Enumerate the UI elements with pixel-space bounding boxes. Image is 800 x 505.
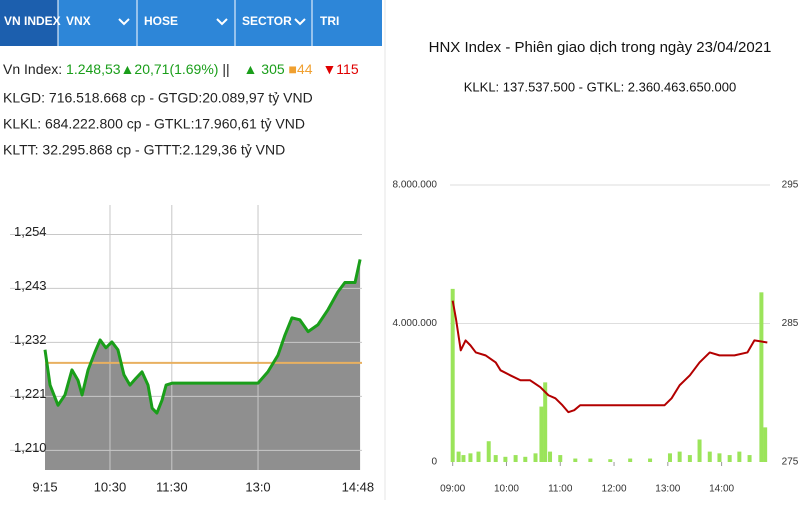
y-tick-label: 8.000.000 [393,180,438,191]
info-line: KLKL: 684.222.800 cp - GTKL:17.960,61 tỷ… [3,116,305,132]
volume-bar [687,455,692,462]
volume-bar [539,406,544,462]
volume-bar [461,455,466,462]
volume-bar [456,451,461,462]
tab[interactable]: VNX [66,14,91,28]
y-tick-label: 1,210 [14,440,47,455]
area [45,259,361,470]
chart-subtitle: KLKL: 137.537.500 - GTKL: 2.360.463.650.… [464,79,737,94]
volume-bar [558,455,563,462]
volume-bar [533,453,538,462]
x-tick-label: 10:30 [94,479,127,494]
y-tick-label: 1,254 [14,224,47,239]
volume-bar [628,458,633,462]
tab-bar [0,0,382,46]
x-tick-label: 11:00 [548,484,573,495]
volume-bar [717,453,722,462]
x-tick-label: 14:48 [342,479,375,494]
volume-bar [667,453,672,462]
volume-bar [493,455,498,462]
chart-title: HNX Index - Phiên giao dịch trong ngày 2… [429,39,772,56]
volume-bar [727,455,732,462]
y-tick-label: 1,243 [14,278,47,293]
x-tick-label: 9:15 [32,479,57,494]
index-change: ▲20,71(1.69%) [121,61,219,77]
active-tab-bg [0,0,58,46]
chevron [216,18,228,26]
volume-bar [763,427,768,462]
x-tick-label: 14:00 [709,484,734,495]
y-tick-label: 1,232 [14,332,47,347]
info-line: KLGD: 716.518.668 cp - GTGD:20.089,97 tỷ… [3,90,313,106]
chevron [118,18,130,26]
volume-bar [543,382,548,462]
x-tick-label: 11:30 [156,479,188,494]
y2-tick-label: 285 [782,318,799,329]
tab-dividers [57,0,313,46]
y2-tick-label: 275 [782,457,799,468]
y-tick-label: 4.000.000 [393,318,438,329]
separator: || [222,61,229,77]
volume-bar [468,453,473,462]
volume-bar [759,292,764,462]
volume-bar [707,451,712,462]
unchanged: ■44 [289,61,313,77]
volume-bar [573,458,578,462]
index-value: 1.248,53 [66,61,121,77]
volume-bar [648,458,653,462]
index-label: Vn Index: [3,61,62,77]
tab[interactable]: HOSE [144,14,178,28]
x-tick-label: 09:00 [440,484,465,495]
line [43,259,362,415]
volume-bar [697,439,702,462]
volume-bar [513,455,518,462]
declines: ▼115 [322,61,358,77]
volume-bar [503,456,508,462]
volume-bar [588,458,593,462]
y-tick-label: 1,221 [14,386,47,401]
info-line: KLTT: 32.295.868 cp - GTTT:2.129,36 tỷ V… [3,142,285,158]
tab[interactable]: SECTOR [242,14,292,28]
chevron [294,18,306,26]
volume-bar [476,451,481,462]
volume-bar [548,451,553,462]
index-line [451,300,768,414]
y-tick-label: 0 [431,457,437,468]
volume-bar [677,451,682,462]
x-tick-label: 13:00 [655,484,680,495]
volume-bar [486,441,491,462]
volume-bar [608,459,613,462]
volume-bar [450,288,455,462]
volume-bar [747,455,752,462]
volume-bar [737,451,742,462]
volume-bar [523,456,528,462]
dropdown-arrows [118,18,306,26]
tab[interactable]: TRI [320,14,339,28]
x-tick-label: 12:00 [602,484,627,495]
tab[interactable]: VN INDEX [4,14,61,28]
index-line: Vn Index: 1.248,53▲20,71(1.69%) || ▲ 305… [3,61,359,77]
x-tick-label: 13:0 [245,479,270,494]
advances: ▲ 305 [244,61,285,77]
x-tick-label: 10:00 [494,484,519,495]
y2-tick-label: 295 [782,180,799,191]
